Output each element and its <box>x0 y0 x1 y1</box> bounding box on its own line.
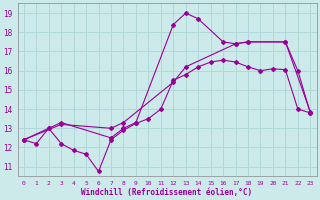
X-axis label: Windchill (Refroidissement éolien,°C): Windchill (Refroidissement éolien,°C) <box>82 188 252 197</box>
